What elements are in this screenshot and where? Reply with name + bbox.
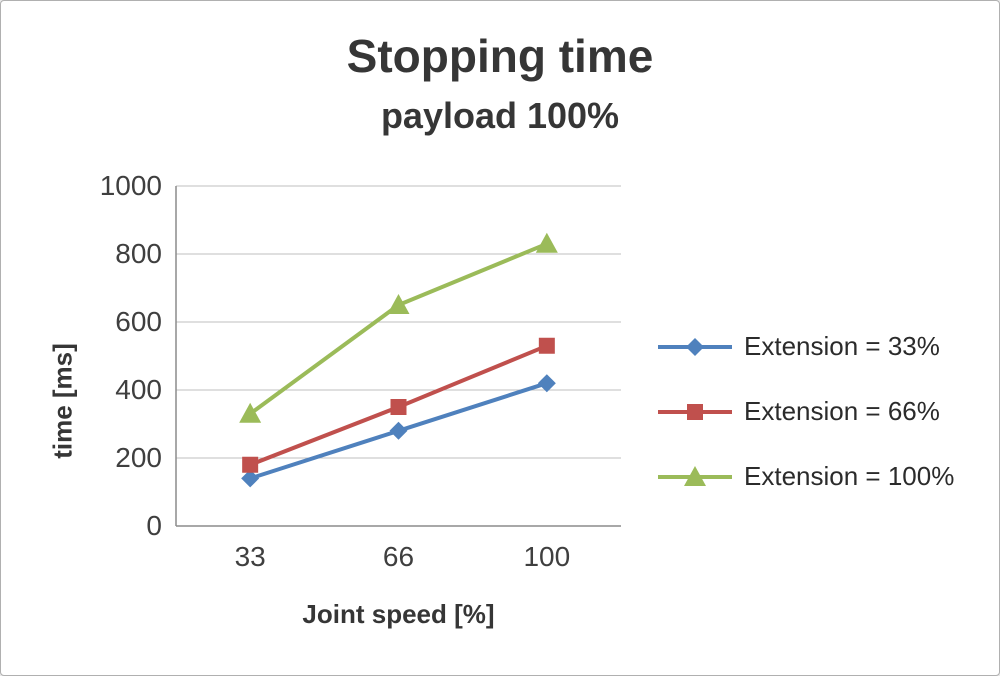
legend-item: Extension = 100%: [656, 461, 954, 492]
legend-label: Extension = 100%: [744, 461, 955, 491]
data-point-square-marker: [390, 399, 407, 415]
x-tick-label: 100: [523, 541, 570, 571]
x-tick-label: 66: [383, 541, 414, 571]
data-point-triangle-marker: [387, 294, 410, 314]
data-point-triangle-marker: [239, 402, 262, 423]
legend: Extension = 33% Extension = 66% Extension …: [656, 331, 954, 492]
chart-title: Stopping time: [346, 30, 654, 82]
data-point-diamond-marker: [537, 374, 556, 393]
legend-diamond-marker-icon: [658, 337, 732, 356]
y-tick-label: 400: [115, 374, 162, 405]
data-point-square-marker: [242, 456, 259, 473]
plot-area: 0 200 400 600 800 1000 33 66 100: [100, 171, 621, 571]
y-tick-label: 1000: [100, 171, 162, 201]
x-axis-title: Joint speed [%]: [302, 599, 495, 629]
legend-item: Extension = 66%: [656, 396, 954, 427]
chart-subtitle: payload 100%: [380, 95, 620, 136]
legend-item: Extension = 33%: [656, 331, 954, 362]
series-line-2: [248, 241, 548, 416]
legend-square-marker-icon: [658, 403, 732, 420]
y-tick-label: 800: [115, 238, 162, 269]
x-tick-label: 33: [235, 541, 266, 571]
legend-label: Extension = 33%: [744, 331, 940, 361]
y-tick-label: 200: [115, 442, 162, 473]
y-tick-label: 600: [115, 306, 162, 337]
legend-label: Extension = 66%: [744, 396, 940, 426]
data-point-diamond-marker: [241, 469, 260, 488]
legend-triangle-marker-icon: [658, 465, 732, 486]
data-point-diamond-marker: [389, 421, 408, 440]
data-point-triangle-marker: [535, 232, 558, 253]
data-point-square-marker: [538, 337, 555, 354]
y-tick-label: 0: [146, 510, 162, 541]
